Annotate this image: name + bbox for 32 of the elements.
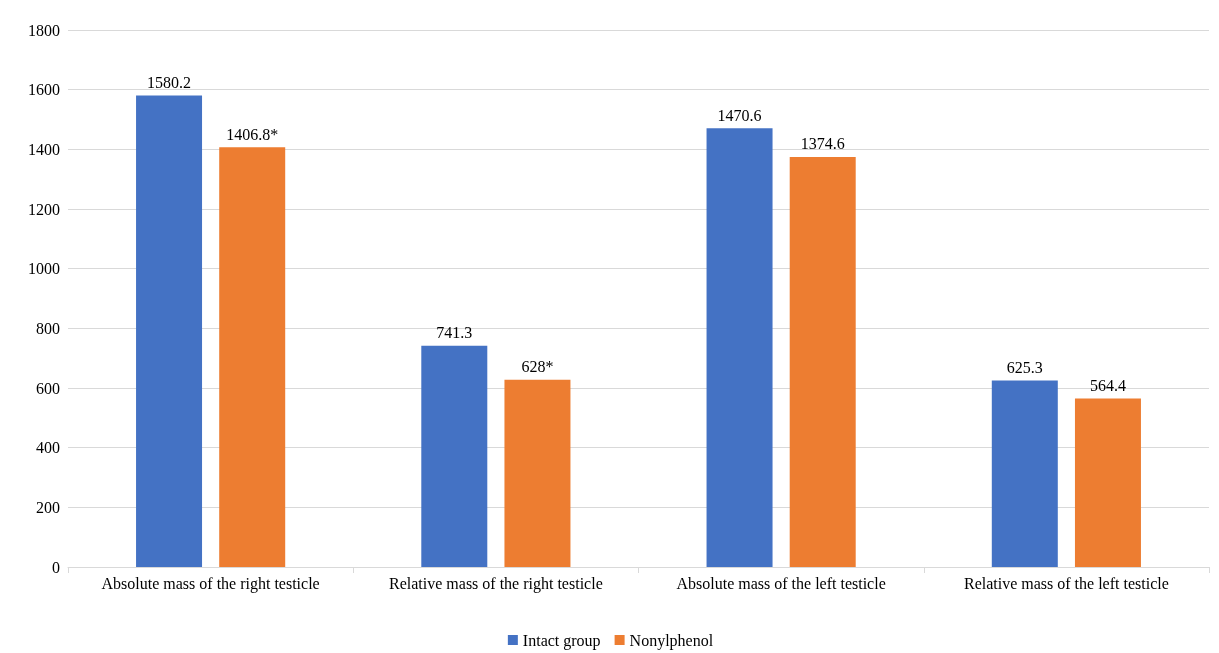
y-tick-label: 1200 (28, 200, 60, 218)
x-tick-label: Absolute mass of the left testicle (676, 574, 886, 592)
y-tick-label: 1800 (28, 21, 60, 39)
bar (219, 147, 286, 567)
y-tick-label: 600 (36, 379, 60, 397)
x-tick-label: Relative mass of the left testicle (963, 574, 1169, 592)
bar (1074, 398, 1141, 567)
data-label: 628* (521, 358, 554, 376)
bar (706, 128, 773, 567)
data-label: 1470.6 (717, 106, 762, 124)
data-label: 564.4 (1089, 377, 1126, 395)
y-tick-label: 200 (36, 498, 60, 516)
bar (136, 95, 203, 567)
legend-label: Intact group (522, 631, 601, 650)
y-tick-label: 1600 (28, 81, 60, 99)
y-tick-label: 400 (36, 439, 60, 457)
data-label: 1580.2 (147, 74, 192, 92)
data-label: 741.3 (436, 324, 473, 342)
data-label: 1374.6 (800, 135, 845, 153)
x-tick-label: Absolute mass of the right testicle (101, 574, 320, 593)
x-tick-label: Relative mass of the right testicle (389, 574, 603, 593)
bar (789, 156, 856, 567)
bar (991, 380, 1058, 567)
data-label: 1406.8* (226, 125, 279, 143)
bar (504, 379, 571, 567)
y-tick-label: 800 (36, 319, 60, 337)
legend-label: Nonylphenol (629, 631, 714, 650)
y-tick-label: 1000 (28, 260, 60, 278)
bar (421, 345, 488, 567)
data-label: 625.3 (1006, 358, 1043, 376)
y-tick-label: 1400 (28, 140, 60, 158)
y-tick-label: 0 (52, 558, 60, 576)
